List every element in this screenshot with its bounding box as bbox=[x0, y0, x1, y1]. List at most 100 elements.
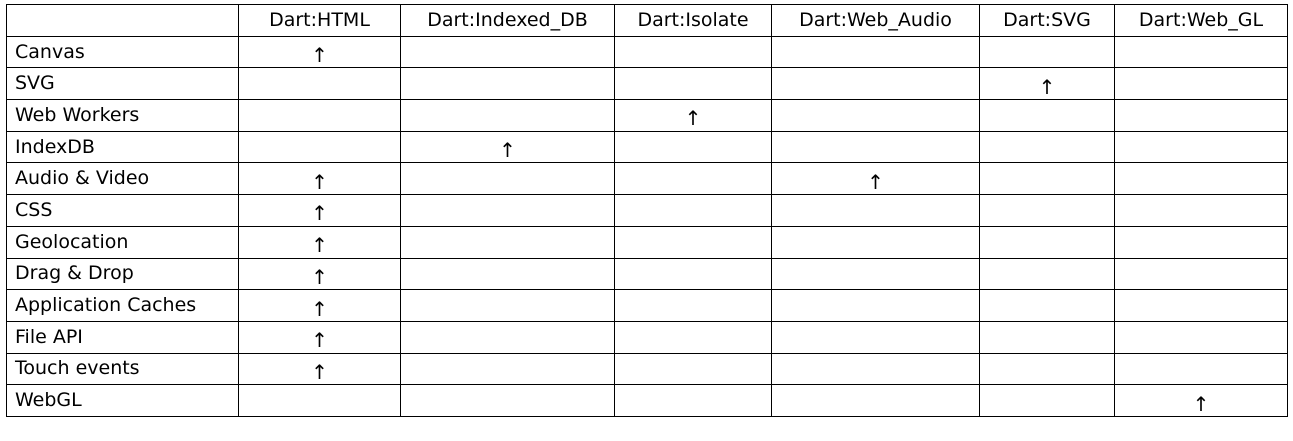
table-cell bbox=[614, 257, 772, 291]
table-cell bbox=[979, 35, 1115, 69]
table-row: Application Caches ↑ bbox=[6, 289, 1288, 322]
table-row: Geolocation ↑ bbox=[6, 225, 1288, 259]
up-arrow-icon: ↑ bbox=[1192, 391, 1210, 416]
table-cell bbox=[400, 67, 615, 101]
table-row: IndexDB ↑ bbox=[6, 130, 1288, 164]
up-arrow-icon: ↑ bbox=[499, 138, 516, 163]
row-label: Audio & Video bbox=[6, 162, 239, 196]
table-cell bbox=[771, 289, 980, 322]
table-cell bbox=[400, 352, 615, 386]
up-arrow-icon: ↑ bbox=[311, 359, 328, 384]
table-cell bbox=[400, 384, 615, 417]
table-cell bbox=[400, 194, 615, 227]
row-label: File API bbox=[6, 320, 239, 354]
table-cell: ↑ bbox=[400, 130, 615, 164]
column-header-dart-html: Dart:HTML bbox=[238, 4, 401, 37]
table-row: Web Workers ↑ bbox=[6, 99, 1288, 132]
table-cell bbox=[614, 352, 772, 386]
table-row: WebGL ↑ bbox=[6, 384, 1288, 417]
table-cell bbox=[771, 257, 980, 291]
up-arrow-icon: ↑ bbox=[311, 201, 328, 226]
table-cell bbox=[979, 257, 1115, 291]
table-cell bbox=[1114, 99, 1288, 132]
table-cell bbox=[238, 130, 401, 164]
table-row: SVG ↑ bbox=[6, 67, 1288, 101]
table-cell bbox=[614, 225, 772, 259]
table-cell: ↑ bbox=[238, 352, 401, 386]
row-label: Canvas bbox=[6, 35, 239, 69]
table-cell bbox=[979, 352, 1115, 386]
table-cell bbox=[1114, 289, 1288, 322]
table-cell bbox=[238, 99, 401, 132]
table-row: Audio & Video ↑ ↑ bbox=[6, 162, 1288, 196]
table-cell bbox=[400, 225, 615, 259]
table-cell bbox=[614, 162, 772, 196]
column-header-dart-web-gl: Dart:Web_GL bbox=[1114, 4, 1288, 37]
table-cell bbox=[979, 384, 1115, 417]
table-cell: ↑ bbox=[238, 289, 401, 322]
table-cell bbox=[771, 194, 980, 227]
table-cell bbox=[979, 99, 1115, 132]
row-label: SVG bbox=[6, 67, 239, 101]
table-cell bbox=[771, 352, 980, 386]
table-cell bbox=[979, 130, 1115, 164]
table-cell bbox=[400, 35, 615, 69]
table-cell: ↑ bbox=[1114, 384, 1288, 417]
table-cell bbox=[614, 384, 772, 417]
table-cell: ↑ bbox=[979, 67, 1115, 101]
row-label: Drag & Drop bbox=[6, 257, 239, 291]
header-row: Dart:HTML Dart:Indexed_DB Dart:Isolate D… bbox=[6, 4, 1288, 37]
table-cell bbox=[238, 384, 401, 417]
table-cell bbox=[614, 67, 772, 101]
table-cell bbox=[979, 320, 1115, 354]
column-header-dart-web-audio: Dart:Web_Audio bbox=[771, 4, 980, 37]
row-label: Application Caches bbox=[6, 289, 239, 322]
table-cell bbox=[614, 289, 772, 322]
table-cell bbox=[238, 67, 401, 101]
table-cell bbox=[1114, 67, 1288, 101]
table-cell: ↑ bbox=[238, 257, 401, 291]
up-arrow-icon: ↑ bbox=[311, 328, 328, 353]
row-label: Geolocation bbox=[6, 225, 239, 259]
table-cell bbox=[1114, 352, 1288, 386]
table-cell bbox=[400, 289, 615, 322]
table-cell bbox=[1114, 35, 1288, 69]
up-arrow-icon: ↑ bbox=[867, 169, 884, 194]
table-cell bbox=[614, 320, 772, 354]
table-cell bbox=[614, 35, 772, 69]
header-corner-cell bbox=[6, 4, 239, 37]
up-arrow-icon: ↑ bbox=[311, 296, 328, 321]
table-row: Touch events ↑ bbox=[6, 352, 1288, 386]
table-cell bbox=[771, 67, 980, 101]
table-cell bbox=[979, 194, 1115, 227]
table-cell: ↑ bbox=[238, 194, 401, 227]
table-cell bbox=[979, 289, 1115, 322]
up-arrow-icon: ↑ bbox=[311, 264, 328, 289]
table-cell bbox=[979, 162, 1115, 196]
column-header-dart-indexed-db: Dart:Indexed_DB bbox=[400, 4, 615, 37]
table-cell bbox=[1114, 130, 1288, 164]
table-cell bbox=[400, 99, 615, 132]
table-cell bbox=[979, 225, 1115, 259]
up-arrow-icon: ↑ bbox=[311, 43, 328, 68]
table-cell: ↑ bbox=[614, 99, 772, 132]
table-row: Canvas ↑ bbox=[6, 35, 1288, 69]
table-cell bbox=[1114, 225, 1288, 259]
table-cell bbox=[771, 99, 980, 132]
table-cell bbox=[614, 194, 772, 227]
column-header-dart-svg: Dart:SVG bbox=[979, 4, 1115, 37]
table-cell bbox=[1114, 194, 1288, 227]
column-header-dart-isolate: Dart:Isolate bbox=[614, 4, 772, 37]
table-cell bbox=[771, 35, 980, 69]
table-cell bbox=[1114, 162, 1288, 196]
table-cell bbox=[1114, 320, 1288, 354]
up-arrow-icon: ↑ bbox=[1038, 74, 1056, 99]
table-cell bbox=[614, 130, 772, 164]
table-body: Canvas ↑ SVG ↑ Web Workers ↑ IndexDB ↑ Audio & V… bbox=[6, 35, 1288, 417]
table-row: CSS ↑ bbox=[6, 194, 1288, 227]
row-label: CSS bbox=[6, 194, 239, 227]
table-cell: ↑ bbox=[238, 35, 401, 69]
up-arrow-icon: ↑ bbox=[311, 169, 328, 194]
table-cell: ↑ bbox=[238, 320, 401, 354]
table-cell bbox=[771, 384, 980, 417]
